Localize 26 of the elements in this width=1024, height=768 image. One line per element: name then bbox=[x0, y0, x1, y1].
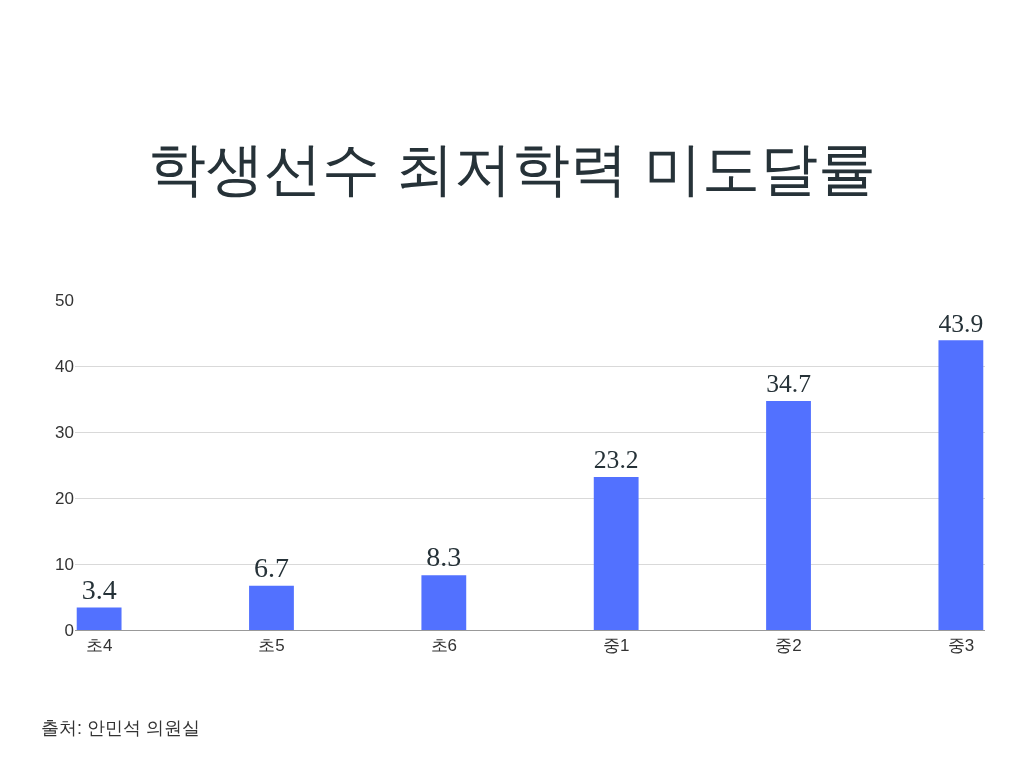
x-tick-label: 초6 bbox=[430, 636, 458, 656]
y-tick-label: 10 bbox=[55, 554, 74, 574]
bar bbox=[766, 400, 811, 630]
chart-title: 학생선수 최저학력 미도달률 bbox=[147, 136, 877, 202]
bar bbox=[938, 340, 984, 630]
x-tick-label: 초5 bbox=[258, 636, 285, 656]
data-label: 43.9 bbox=[938, 308, 984, 338]
x-tick-label: 초4 bbox=[85, 636, 113, 656]
y-tick-label: 0 bbox=[64, 620, 74, 640]
data-label: 34.7 bbox=[766, 369, 812, 399]
y-tick-label: 40 bbox=[55, 356, 74, 376]
bar bbox=[593, 476, 639, 630]
bar bbox=[76, 607, 122, 630]
bar bbox=[421, 575, 467, 630]
data-label: 8.3 bbox=[426, 541, 462, 573]
data-label: 23.2 bbox=[593, 445, 639, 475]
x-tick-label: 중3 bbox=[947, 636, 975, 656]
y-tick-label: 30 bbox=[55, 422, 74, 442]
source-note: 출처: 안민석 의원실 bbox=[41, 718, 201, 738]
data-label: 6.7 bbox=[253, 551, 289, 583]
y-tick-label: 20 bbox=[55, 488, 74, 508]
bar bbox=[249, 585, 294, 630]
x-tick-label: 중2 bbox=[775, 636, 802, 656]
data-label: 3.4 bbox=[81, 573, 117, 605]
y-tick-label: 50 bbox=[55, 290, 74, 310]
x-tick-label: 중1 bbox=[602, 636, 630, 656]
